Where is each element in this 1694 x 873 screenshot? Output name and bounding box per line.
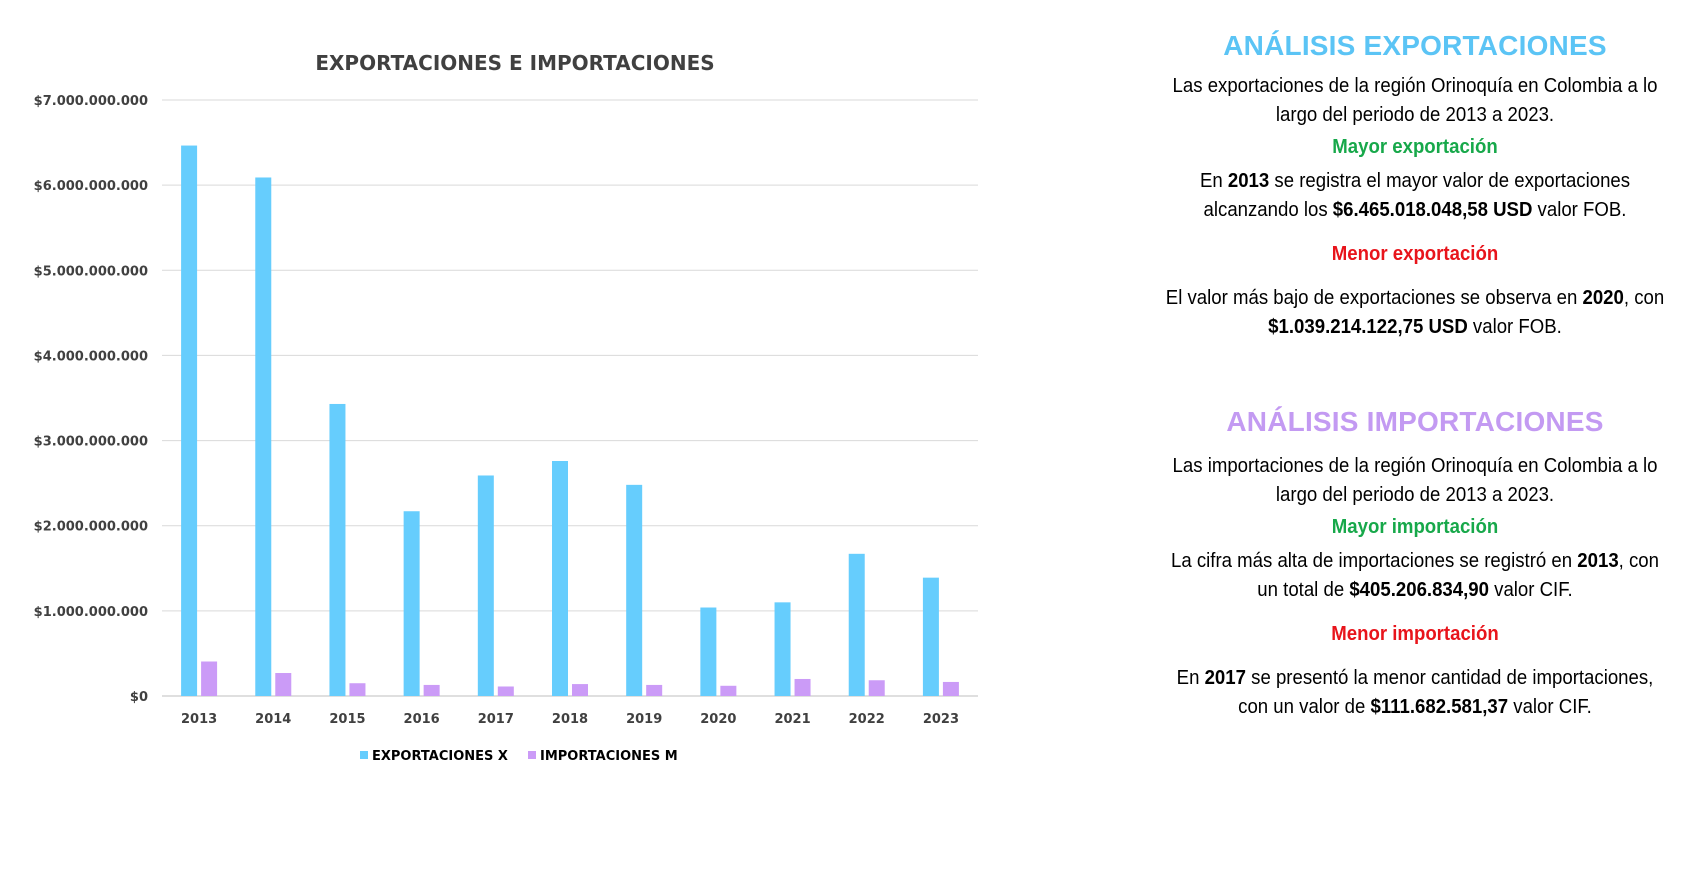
x-tick-label: 2017 — [478, 712, 514, 727]
import-bar — [720, 685, 737, 696]
max-import-value: $405.206.834,90 — [1349, 579, 1489, 601]
min-export-heading: Menor exportación — [1331, 243, 1499, 265]
y-tick-label: $1.000.000.000 — [34, 605, 148, 620]
gridlines — [162, 99, 978, 697]
max-export-value: $6.465.018.048,58 USD — [1332, 199, 1533, 221]
min-export-text-3: valor FOB. — [1467, 316, 1562, 338]
max-import-text: La cifra más alta de importaciones se re… — [1164, 547, 1666, 605]
max-import-year: 2013 — [1577, 550, 1619, 572]
bar-chart: EXPORTACIONES E IMPORTACIONES $0 $1.000.0… — [34, 51, 978, 764]
legend-label: IMPORTACIONES M — [540, 749, 678, 764]
y-axis-ticks: $0 $1.000.000.000 $2.000.000.000 $3.000.000… — [34, 94, 148, 705]
min-export-text: El valor más bajo de exportaciones se ob… — [1164, 284, 1666, 342]
x-tick-label: 2014 — [255, 712, 291, 727]
min-import-value: $111.682.581,37 — [1370, 696, 1509, 718]
max-import-text-3: valor CIF. — [1488, 579, 1573, 601]
max-export-year: 2013 — [1227, 170, 1270, 192]
export-bar — [922, 577, 939, 696]
import-bar — [868, 680, 885, 696]
min-import-year: 2017 — [1204, 667, 1246, 689]
max-export-text-1: En — [1199, 170, 1228, 192]
y-tick-label: $2.000.000.000 — [34, 520, 148, 535]
y-tick-label: $3.000.000.000 — [34, 435, 148, 450]
x-tick-label: 2022 — [849, 712, 885, 727]
chart-panel: EXPORTACIONES E IMPORTACIONES $0 $1.000.0… — [34, 51, 978, 764]
export-bar — [774, 602, 791, 696]
import-bar — [275, 673, 292, 696]
export-bar — [626, 484, 643, 696]
max-import-text-1: La cifra más alta de importaciones se re… — [1170, 550, 1578, 572]
max-import-heading: Mayor importación — [1331, 516, 1499, 538]
x-tick-label: 2013 — [181, 712, 217, 727]
min-export-text-2: , con — [1623, 287, 1665, 309]
export-bar — [329, 403, 346, 696]
export-bar — [477, 475, 494, 696]
legend-swatch — [360, 751, 368, 759]
exports-analysis-title: ANÁLISIS EXPORTACIONES — [1223, 30, 1607, 61]
min-export-value: $1.039.214.122,75 USD — [1268, 316, 1468, 338]
export-bar — [700, 607, 717, 696]
min-export-text-1: El valor más bajo de exportaciones se ob… — [1165, 287, 1583, 309]
export-bar — [255, 177, 272, 697]
imports-intro: Las importaciones de la región Orinoquía… — [1172, 455, 1658, 506]
y-tick-label: $6.000.000.000 — [34, 179, 148, 194]
min-import-text: En 2017 se presentó la menor cantidad de… — [1164, 664, 1666, 722]
import-bar — [201, 661, 218, 696]
max-export-text-2: se registra el mayor valor de exportacio… — [1203, 170, 1631, 221]
y-tick-label: $7.000.000.000 — [34, 94, 148, 109]
max-export-heading: Mayor exportación — [1332, 136, 1498, 158]
x-tick-label: 2018 — [552, 712, 588, 727]
x-tick-label: 2023 — [923, 712, 959, 727]
legend-label: EXPORTACIONES X — [372, 749, 508, 764]
max-export-text-3: valor FOB. — [1532, 199, 1627, 221]
import-bar — [349, 683, 366, 696]
y-tick-label: $5.000.000.000 — [34, 264, 148, 279]
export-bar — [552, 461, 568, 696]
import-bar — [572, 684, 588, 696]
chart-title: EXPORTACIONES E IMPORTACIONES — [315, 51, 714, 75]
legend-swatch — [528, 751, 536, 759]
export-bar — [403, 511, 420, 696]
max-import-text-2: , con un total de — [1257, 550, 1659, 601]
x-tick-label: 2019 — [626, 712, 662, 727]
import-bar — [423, 684, 440, 696]
x-tick-label: 2021 — [774, 712, 810, 727]
min-import-text-3: valor CIF. — [1508, 696, 1592, 718]
min-import-heading: Menor importación — [1331, 623, 1499, 645]
min-import-text-2: se presentó la menor cantidad de importa… — [1238, 667, 1654, 718]
max-export-text: En 2013 se registra el mayor valor de ex… — [1164, 167, 1666, 225]
export-bar — [181, 145, 198, 696]
y-tick-label: $0 — [130, 690, 148, 705]
x-tick-label: 2015 — [329, 712, 365, 727]
import-bar — [646, 684, 663, 696]
x-tick-label: 2020 — [700, 712, 736, 727]
import-bar — [794, 678, 811, 696]
exports-intro: Las exportaciones de la región Orinoquía… — [1172, 75, 1658, 126]
import-bar — [497, 686, 514, 696]
legend: EXPORTACIONES X IMPORTACIONES M — [360, 749, 678, 764]
min-import-text-1: En — [1176, 667, 1205, 689]
import-bar — [942, 681, 959, 696]
export-bar — [848, 553, 865, 696]
x-tick-label: 2016 — [404, 712, 440, 727]
imports-analysis-title: ANÁLISIS IMPORTACIONES — [1226, 406, 1604, 437]
y-tick-label: $4.000.000.000 — [34, 349, 148, 364]
x-axis-ticks: 2013 2014 2015 2016 2017 2018 2019 2020 2021 2022… — [181, 712, 959, 727]
bars — [181, 145, 959, 697]
analysis-panel: ANÁLISIS EXPORTACIONES Las exportaciones… — [1145, 30, 1685, 722]
min-export-year: 2020 — [1582, 287, 1624, 309]
